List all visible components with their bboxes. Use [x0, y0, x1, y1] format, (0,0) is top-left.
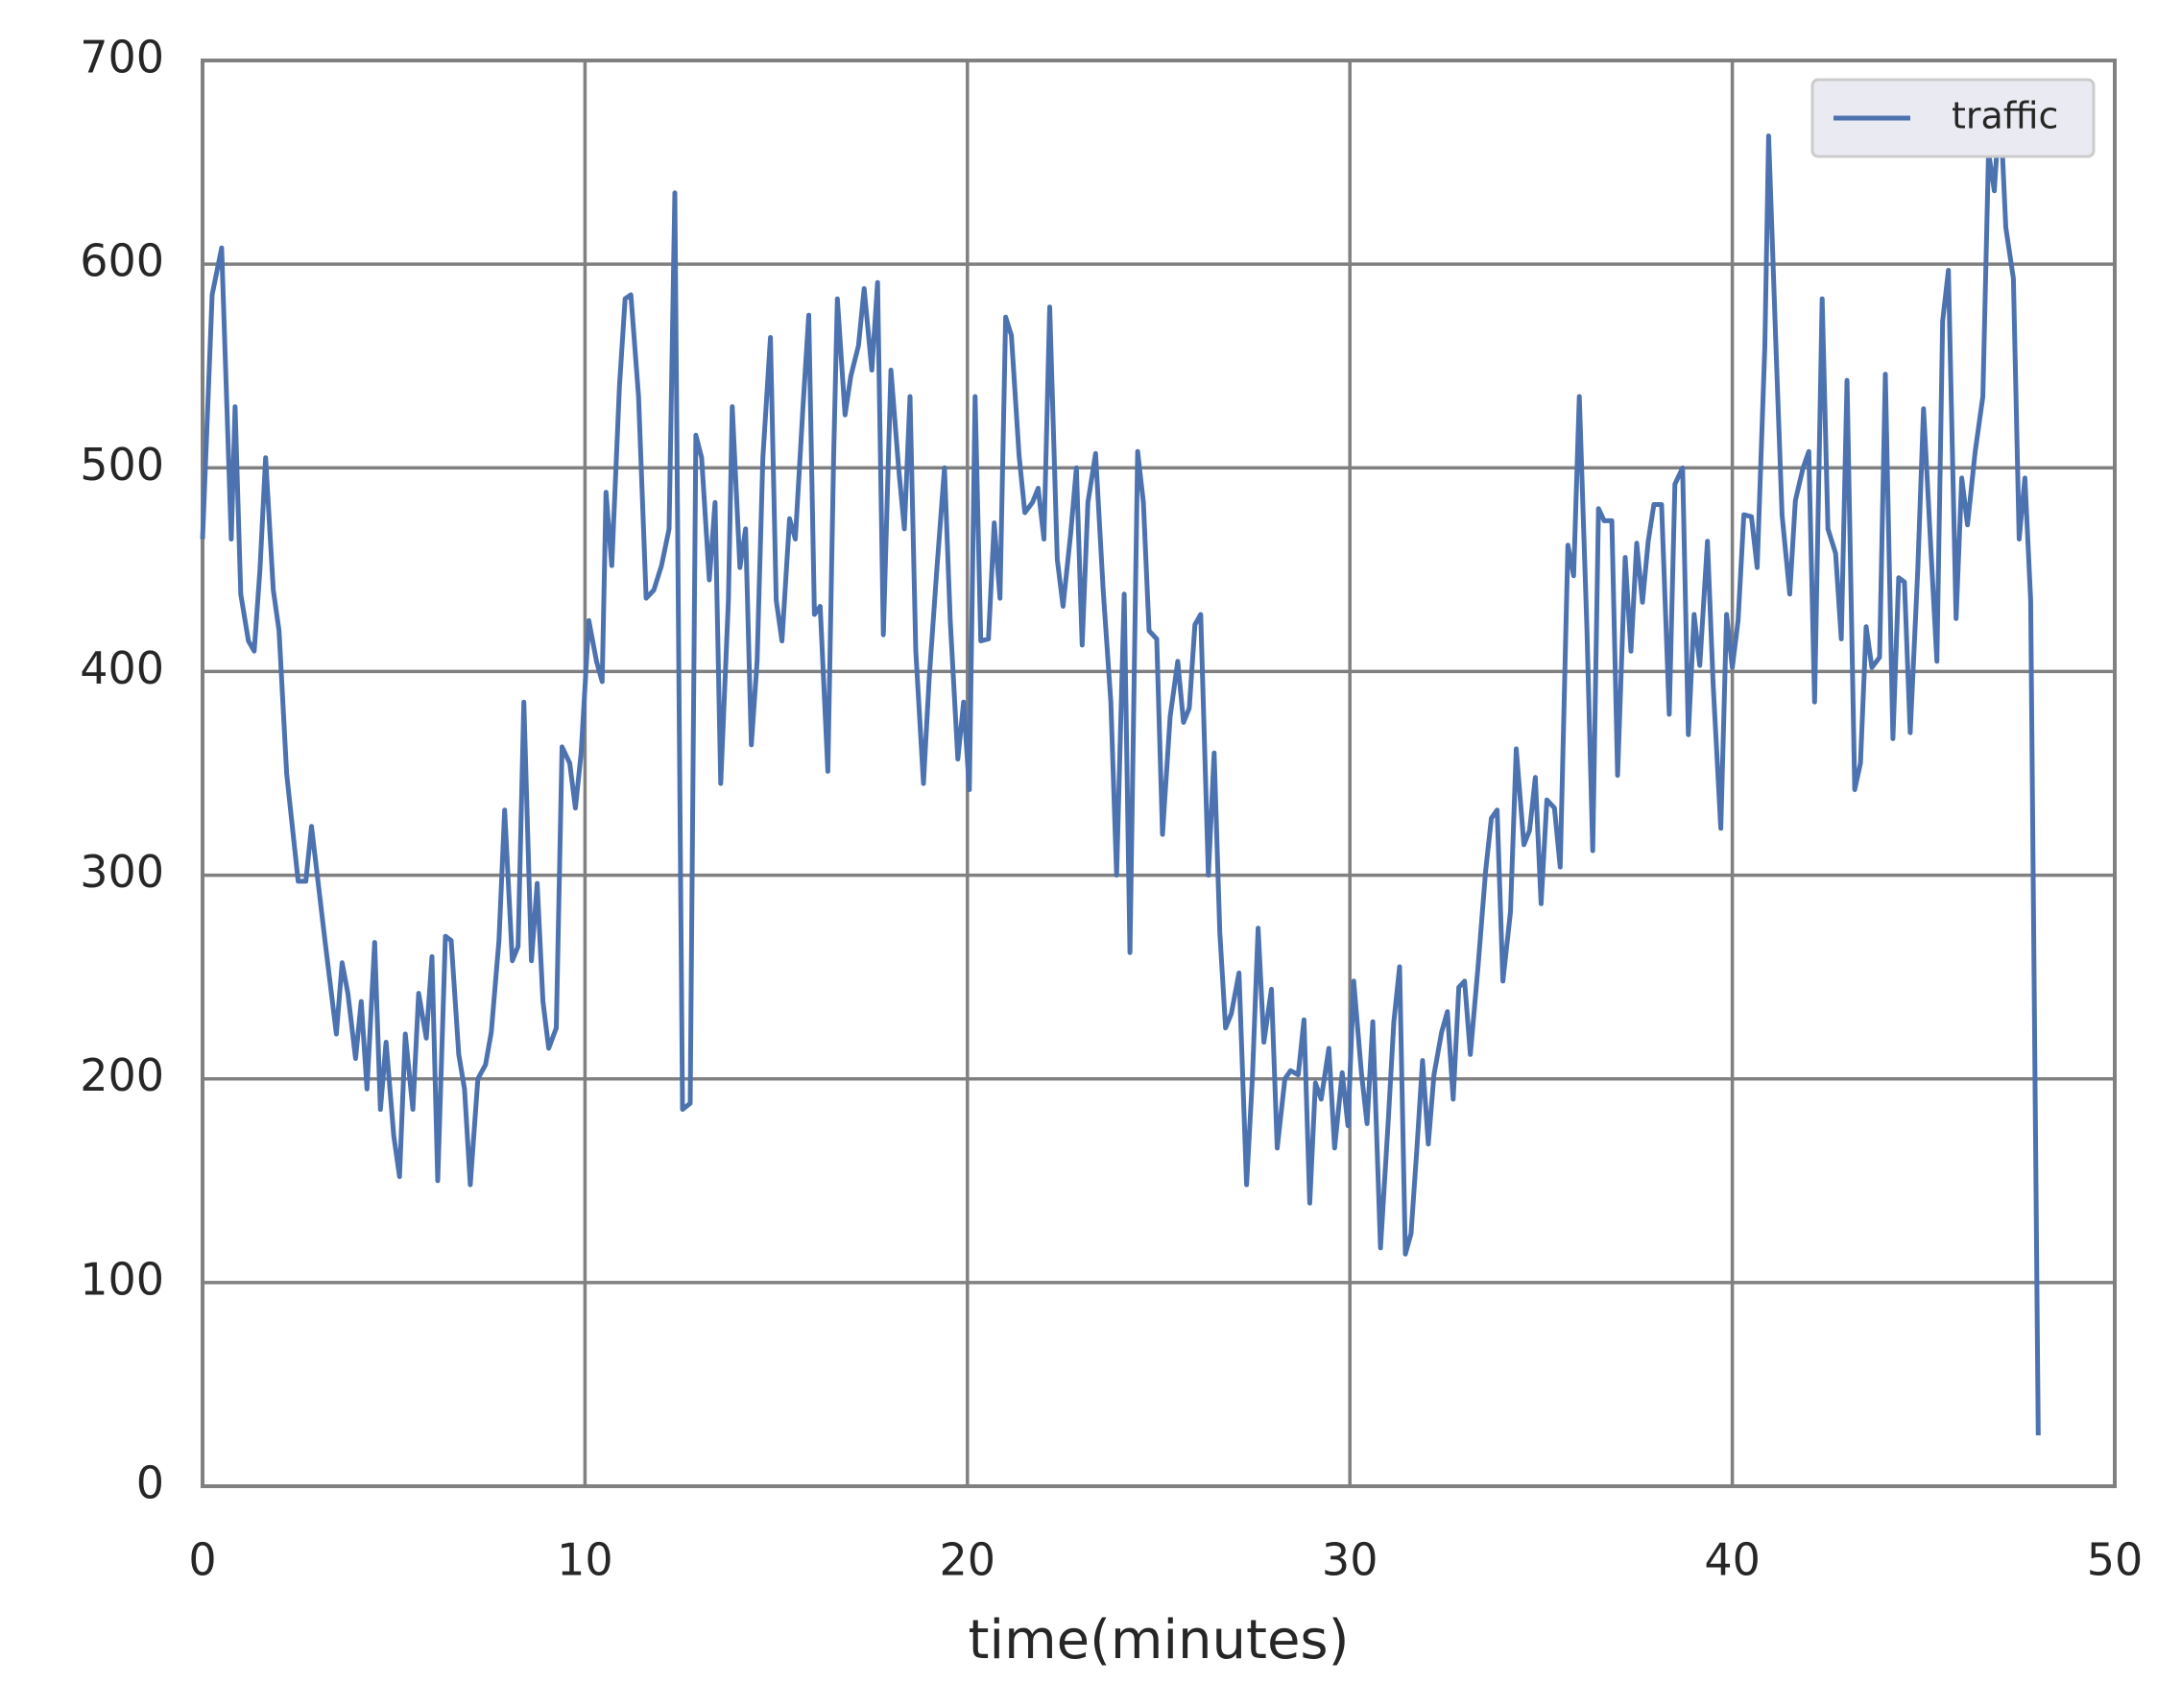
- data-line: [200, 98, 2041, 1436]
- x-axis-label: time(minutes): [969, 1609, 1350, 1672]
- x-tick-label: 30: [1322, 1534, 1378, 1586]
- y-tick-label: 400: [80, 642, 164, 694]
- x-tick-label: 40: [1704, 1534, 1761, 1586]
- legend-label: traffic: [1952, 95, 2058, 137]
- y-tick-label: 700: [80, 32, 164, 84]
- legend-box: [1810, 78, 2096, 158]
- x-tick-label: 10: [557, 1534, 613, 1586]
- x-tick-label: 20: [940, 1534, 996, 1586]
- y-tick-label: 0: [136, 1457, 164, 1509]
- y-tick-label: 300: [80, 846, 164, 898]
- y-tick-label: 100: [80, 1253, 164, 1305]
- y-tick-label: 500: [80, 439, 164, 491]
- legend: traffic: [1810, 78, 2096, 158]
- x-tick-label: 0: [188, 1534, 216, 1586]
- y-tick-label: 200: [80, 1049, 164, 1101]
- y-tick-label: 600: [80, 235, 164, 287]
- plot-frame: [201, 59, 2117, 1488]
- x-tick-label: 50: [2087, 1534, 2144, 1586]
